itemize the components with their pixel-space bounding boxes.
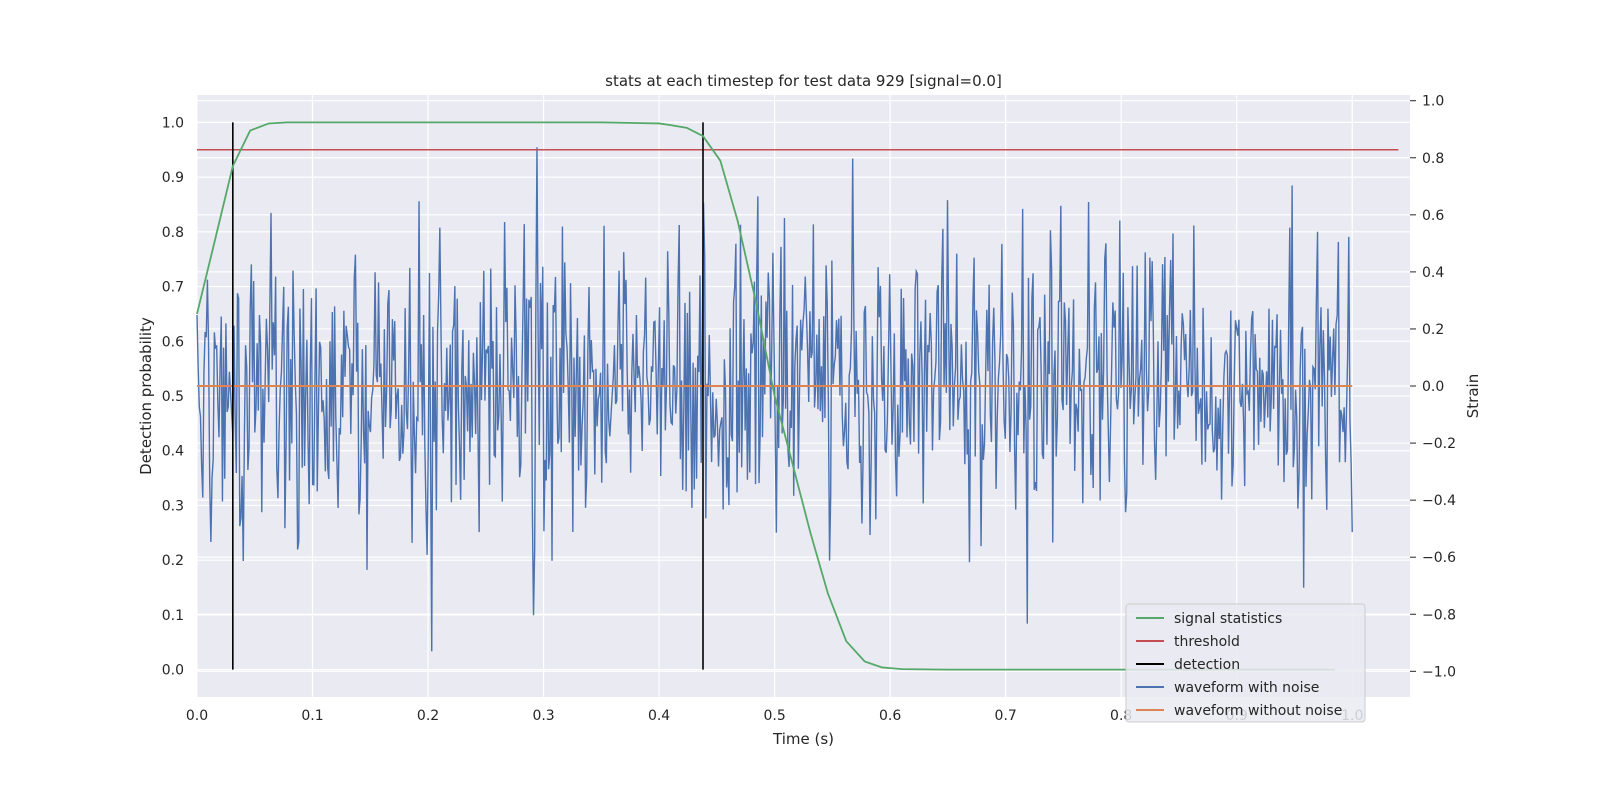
y-left-tick-label: 0.5 (162, 389, 184, 405)
y-left-tick-label: 0.1 (162, 608, 184, 624)
x-tick-label: 0.3 (532, 708, 554, 724)
x-tick-label: 0.4 (648, 708, 670, 724)
legend-label: detection (1174, 657, 1240, 673)
y-left-tick-label: 0.0 (162, 663, 184, 679)
x-tick-label: 0.7 (995, 708, 1017, 724)
x-tick-label: 0.1 (301, 708, 323, 724)
x-tick-label: 0.5 (763, 708, 785, 724)
y-left-tick-label: 1.0 (162, 115, 184, 131)
series-signal-statistics (196, 121, 1335, 671)
series-layer (196, 121, 1399, 671)
legend-label: waveform without noise (1174, 703, 1342, 719)
x-tick-label: 0.0 (186, 708, 208, 724)
y-right-tick-label: −0.6 (1422, 550, 1456, 566)
y-right-tick-label: −0.4 (1422, 493, 1456, 509)
y-axis-left-label: Detection probability (137, 317, 155, 475)
y-left-tick-label: 0.7 (162, 280, 184, 296)
y-left-tick-label: 0.8 (162, 225, 184, 241)
chart-title: stats at each timestep for test data 929… (605, 72, 1002, 90)
legend: signal statistics threshold detection wavef… (1125, 603, 1366, 723)
y-right-tick-label: 0.8 (1422, 151, 1444, 167)
y-right-tick-label: 0.4 (1422, 265, 1444, 281)
y-right-tick-label: −1.0 (1422, 664, 1456, 680)
y-left-tick-label: 0.3 (162, 498, 184, 514)
x-tick-label: 0.2 (417, 708, 439, 724)
y-right-tick-label: −0.2 (1422, 436, 1456, 452)
y-right-tick-label: 0.6 (1422, 208, 1444, 224)
x-tick-label: 0.6 (879, 708, 901, 724)
y-right-tick-label: 1.0 (1422, 94, 1444, 110)
y-right-tick-label: −0.8 (1422, 607, 1456, 623)
y-left-tick-label: 0.2 (162, 553, 184, 569)
y-right-tick-label: 0.0 (1422, 379, 1444, 395)
legend-label: signal statistics (1174, 611, 1282, 627)
y-right-tick-label: 0.2 (1422, 322, 1444, 338)
x-axis-label: Time (s) (772, 730, 834, 748)
y-axis-right-label: Strain (1464, 374, 1482, 418)
series-waveform-with-noise (196, 147, 1353, 652)
y-left-tick-label: 0.6 (162, 334, 184, 350)
legend-label: threshold (1174, 634, 1240, 650)
y-left-tick-label: 0.9 (162, 170, 184, 186)
legend-label: waveform with noise (1174, 680, 1319, 696)
y-left-tick-label: 0.4 (162, 444, 184, 460)
legend-box (1125, 603, 1366, 723)
